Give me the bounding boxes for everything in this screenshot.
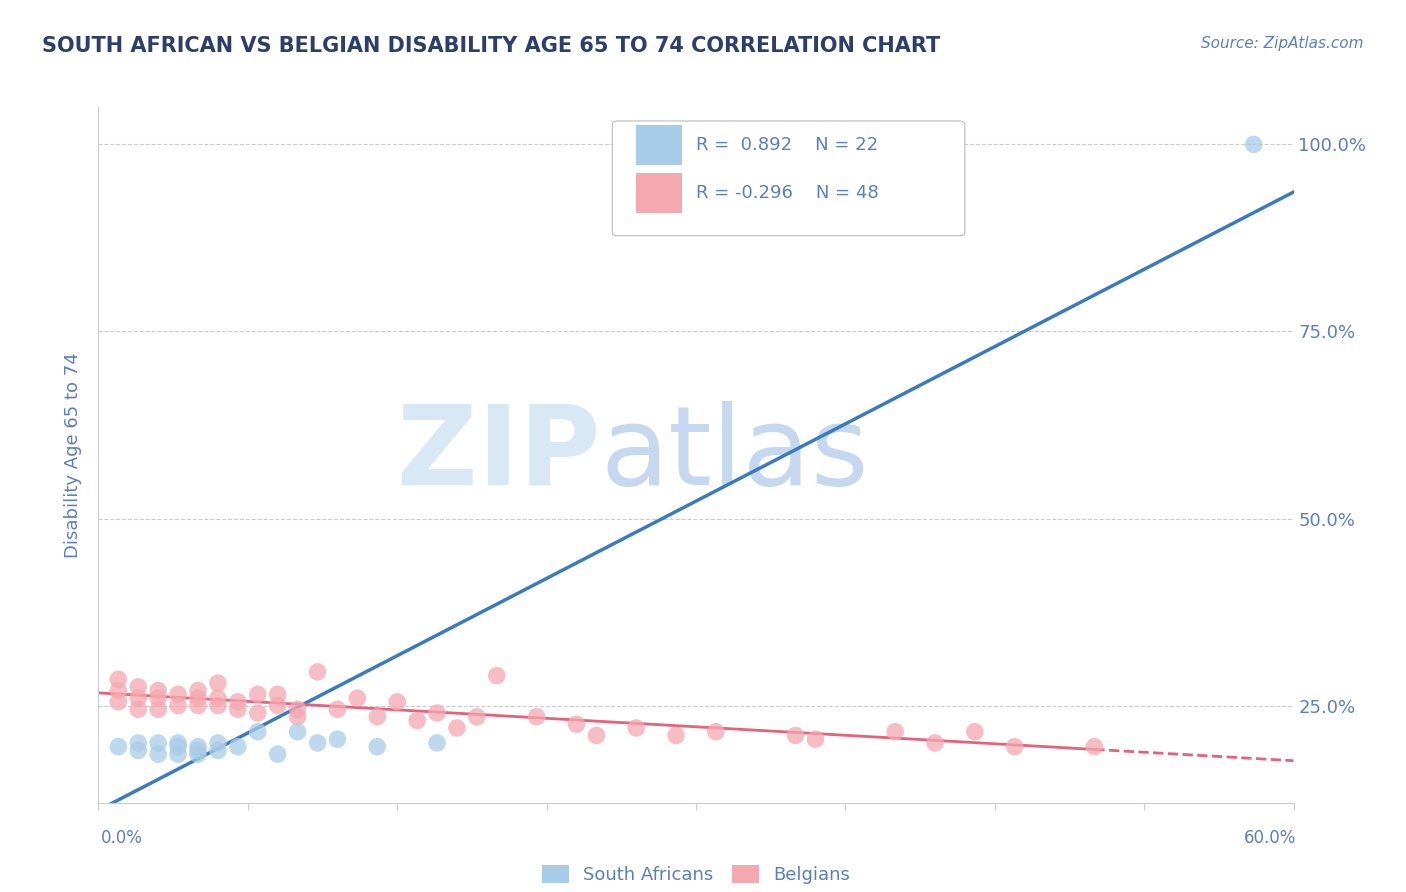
Point bbox=[804, 732, 827, 747]
Point bbox=[127, 691, 149, 706]
Point bbox=[246, 706, 269, 720]
Point bbox=[167, 698, 190, 713]
Point bbox=[207, 676, 229, 690]
Legend: South Africans, Belgians: South Africans, Belgians bbox=[541, 865, 851, 884]
Text: atlas: atlas bbox=[600, 401, 869, 508]
Point bbox=[127, 680, 149, 694]
Point bbox=[148, 736, 170, 750]
Point bbox=[107, 739, 129, 754]
Point bbox=[267, 747, 290, 761]
Point bbox=[785, 729, 807, 743]
Point bbox=[526, 710, 548, 724]
Point bbox=[665, 729, 688, 743]
Point bbox=[226, 695, 249, 709]
Point bbox=[426, 736, 449, 750]
Point bbox=[167, 739, 190, 754]
Point bbox=[366, 710, 388, 724]
FancyBboxPatch shape bbox=[613, 121, 965, 235]
Point bbox=[585, 729, 607, 743]
Point bbox=[148, 691, 170, 706]
Point bbox=[207, 736, 229, 750]
Point bbox=[167, 736, 190, 750]
Point bbox=[187, 683, 209, 698]
Text: SOUTH AFRICAN VS BELGIAN DISABILITY AGE 65 TO 74 CORRELATION CHART: SOUTH AFRICAN VS BELGIAN DISABILITY AGE … bbox=[42, 36, 941, 55]
Point bbox=[1243, 137, 1265, 152]
FancyBboxPatch shape bbox=[637, 172, 682, 213]
Point bbox=[385, 695, 409, 709]
Point bbox=[207, 691, 229, 706]
Point bbox=[346, 691, 368, 706]
Point bbox=[426, 706, 449, 720]
Text: 60.0%: 60.0% bbox=[1244, 829, 1296, 847]
Point bbox=[963, 724, 986, 739]
Point bbox=[148, 702, 170, 716]
Point bbox=[1083, 739, 1105, 754]
Point bbox=[246, 724, 269, 739]
Point bbox=[148, 747, 170, 761]
Point bbox=[446, 721, 468, 735]
Text: ZIP: ZIP bbox=[396, 401, 600, 508]
Point bbox=[326, 732, 349, 747]
Y-axis label: Disability Age 65 to 74: Disability Age 65 to 74 bbox=[65, 352, 83, 558]
Point bbox=[127, 736, 149, 750]
Point bbox=[565, 717, 588, 731]
Point bbox=[485, 668, 508, 682]
Point bbox=[207, 698, 229, 713]
Point bbox=[107, 695, 129, 709]
Point bbox=[167, 747, 190, 761]
Point bbox=[107, 673, 129, 687]
Point bbox=[148, 683, 170, 698]
Point bbox=[287, 702, 309, 716]
Point bbox=[287, 724, 309, 739]
Point bbox=[924, 736, 946, 750]
Point bbox=[226, 702, 249, 716]
Point bbox=[187, 747, 209, 761]
Point bbox=[167, 687, 190, 701]
Point bbox=[307, 665, 329, 679]
Point bbox=[187, 698, 209, 713]
Point bbox=[187, 739, 209, 754]
Point bbox=[107, 683, 129, 698]
Point bbox=[267, 698, 290, 713]
Point bbox=[626, 721, 648, 735]
Text: R = -0.296    N = 48: R = -0.296 N = 48 bbox=[696, 184, 879, 202]
Point bbox=[406, 714, 429, 728]
Point bbox=[267, 687, 290, 701]
Point bbox=[187, 691, 209, 706]
Point bbox=[326, 702, 349, 716]
Point bbox=[704, 724, 727, 739]
Point bbox=[127, 702, 149, 716]
Point bbox=[207, 743, 229, 757]
Point bbox=[465, 710, 488, 724]
Text: 0.0%: 0.0% bbox=[101, 829, 143, 847]
FancyBboxPatch shape bbox=[637, 125, 682, 165]
Point bbox=[187, 743, 209, 757]
Point bbox=[246, 687, 269, 701]
Point bbox=[1004, 739, 1026, 754]
Text: R =  0.892    N = 22: R = 0.892 N = 22 bbox=[696, 136, 879, 154]
Point bbox=[287, 710, 309, 724]
Point bbox=[226, 739, 249, 754]
Point bbox=[127, 743, 149, 757]
Point bbox=[307, 736, 329, 750]
Point bbox=[884, 724, 907, 739]
Text: Source: ZipAtlas.com: Source: ZipAtlas.com bbox=[1201, 36, 1364, 51]
Point bbox=[366, 739, 388, 754]
